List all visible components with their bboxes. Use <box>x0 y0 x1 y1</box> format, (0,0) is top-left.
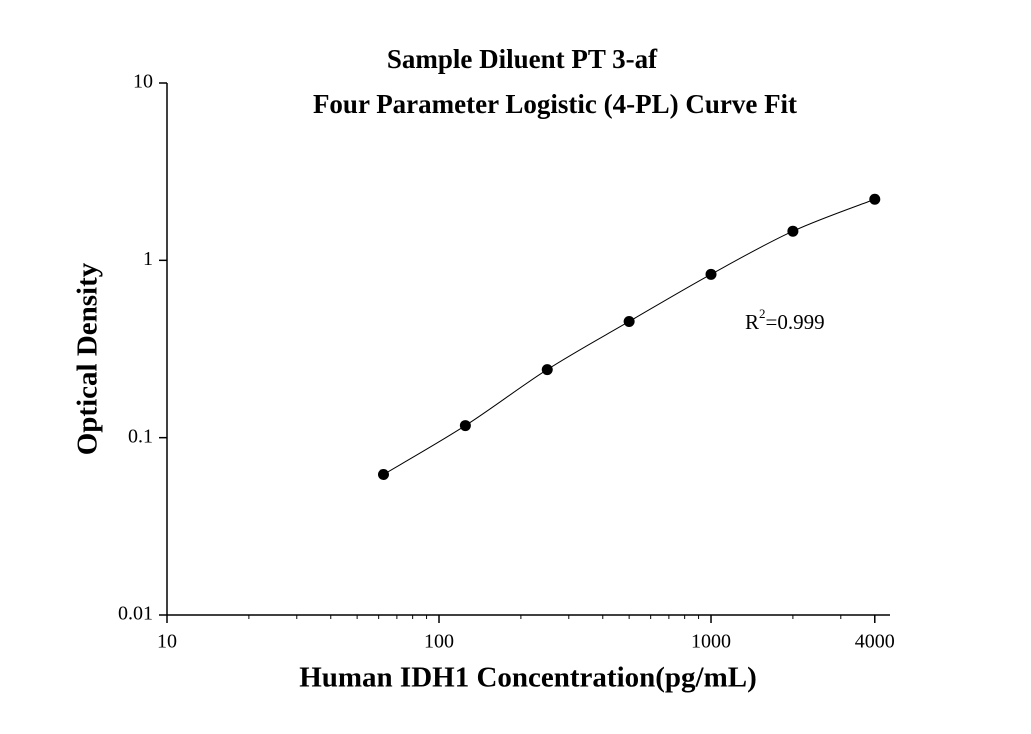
x-tick-label: 100 <box>424 631 454 653</box>
x-tick-label: 10 <box>157 631 177 653</box>
y-tick-label: 0.01 <box>118 603 153 625</box>
data-point <box>705 268 717 280</box>
y-tick-label: 0.1 <box>128 425 153 447</box>
r-squared: R2=0.999 <box>745 306 825 334</box>
chart-title: Sample Diluent PT 3-af <box>387 44 658 74</box>
r-sup: 2 <box>759 306 766 321</box>
x-axis-label: Human IDH1 Concentration(pg/mL) <box>299 662 757 694</box>
x-tick-label: 1000 <box>691 631 731 653</box>
y-axis-label: Optical Density <box>72 262 104 455</box>
y-tick-label: 10 <box>133 71 153 93</box>
y-tick-label: 1 <box>143 248 153 270</box>
data-point <box>869 193 881 205</box>
chart-subtitle: Four Parameter Logistic (4-PL) Curve Fit <box>313 89 797 119</box>
data-point <box>787 225 799 237</box>
r-base: R <box>745 310 759 334</box>
fit-curve <box>383 198 875 475</box>
data-point <box>377 468 389 480</box>
x-tick-label: 4000 <box>855 631 895 653</box>
r-text: =0.999 <box>766 310 825 334</box>
data-point <box>623 315 635 327</box>
data-point <box>459 420 471 432</box>
data-point <box>541 364 553 376</box>
